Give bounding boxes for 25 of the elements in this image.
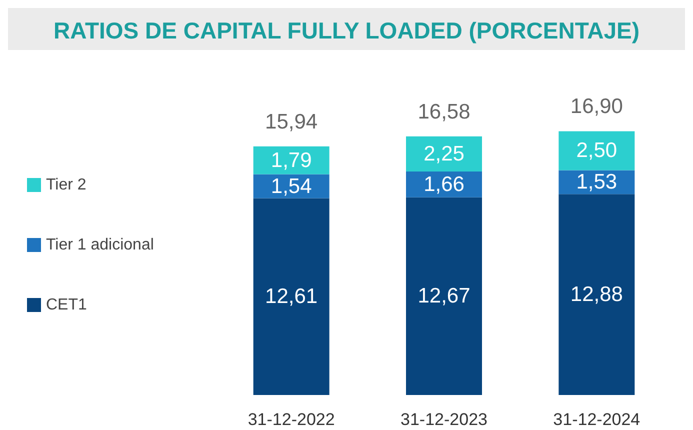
bar [406, 197, 482, 395]
bar [253, 198, 330, 395]
data-label: 1,79 [270, 148, 312, 172]
total-label: 15,94 [265, 110, 318, 134]
bar [558, 131, 635, 170]
legend-label: CET1 [46, 296, 87, 314]
total-label: 16,58 [418, 100, 470, 124]
total-label: 16,90 [570, 95, 623, 118]
data-label: 12,61 [265, 285, 318, 308]
data-label: 1,54 [270, 174, 312, 198]
chart-title: RATIOS DE CAPITAL FULLY LOADED (PORCENTAJE) [53, 18, 640, 44]
data-label: 2,50 [576, 139, 618, 162]
bar [253, 146, 330, 174]
data-label: 1,66 [424, 172, 464, 196]
bar [558, 194, 635, 395]
x-tick-label: 31-12-2022 [248, 410, 335, 429]
x-tick-label: 31-12-2023 [400, 410, 488, 429]
bar [406, 136, 482, 172]
legend-label: Tier 1 adicional [46, 236, 154, 254]
data-label: 1,53 [576, 170, 618, 194]
data-label: 2,25 [424, 142, 464, 166]
legend-label: Tier 2 [46, 176, 86, 194]
data-label: 12,88 [570, 283, 623, 306]
x-tick-label: 31-12-2024 [553, 410, 640, 429]
data-label: 12,67 [418, 284, 470, 308]
